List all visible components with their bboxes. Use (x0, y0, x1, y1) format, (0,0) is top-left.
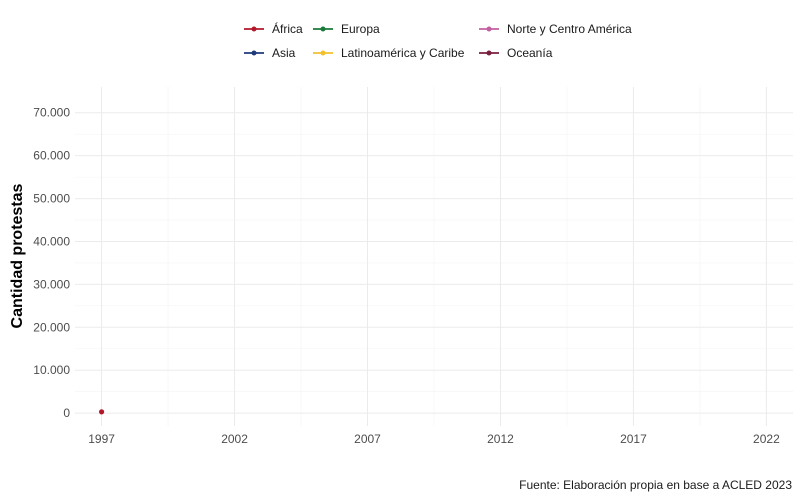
y-tick-label: 50.000 (33, 192, 70, 206)
legend-label: Europa (341, 22, 380, 36)
legend-label: Oceanía (507, 46, 553, 60)
x-tick-label: 2002 (221, 432, 248, 446)
y-tick-label: 0 (63, 406, 70, 420)
legend-item: África (244, 21, 303, 36)
legend-label: África (272, 21, 303, 36)
legend: África Asia Europa Latinoamérica y Caribe No… (244, 21, 632, 60)
series-layer (98, 409, 105, 415)
legend-item: Asia (244, 46, 296, 60)
legend-item: Latinoamérica y Caribe (313, 46, 465, 60)
y-tick-label: 30.000 (33, 277, 70, 291)
y-axis-ticks: 0 10.000 20.000 30.000 40.000 50.000 60.000 70.… (33, 106, 70, 420)
y-tick-label: 20.000 (33, 320, 70, 334)
legend-key-point (320, 26, 326, 32)
legend-item: Oceanía (479, 46, 553, 60)
legend-key-point (251, 26, 257, 32)
legend-key-point (486, 26, 492, 32)
legend-key-point (251, 50, 257, 56)
y-axis-label: Cantidad protestas (9, 183, 26, 328)
legend-label: Latinoamérica y Caribe (341, 46, 465, 60)
legend-key-point (486, 50, 492, 56)
x-tick-label: 1997 (88, 432, 115, 446)
y-tick-label: 40.000 (33, 234, 70, 248)
x-axis-ticks: 1997 2002 2007 2012 2017 2022 (88, 432, 780, 446)
legend-label: Asia (272, 46, 296, 60)
legend-label: Norte y Centro América (507, 22, 632, 36)
x-tick-label: 2007 (354, 432, 381, 446)
y-tick-label: 10.000 (33, 363, 70, 377)
legend-item: Norte y Centro América (479, 22, 632, 36)
y-tick-label: 70.000 (33, 106, 70, 120)
x-tick-label: 2012 (487, 432, 514, 446)
chart-caption: Fuente: Elaboración propia en base a ACL… (519, 478, 792, 492)
legend-item: Europa (313, 22, 380, 36)
x-tick-label: 2017 (620, 432, 647, 446)
legend-key-point (320, 50, 326, 56)
data-point (98, 409, 105, 415)
grid-lines (75, 87, 793, 426)
y-tick-label: 60.000 (33, 149, 70, 163)
x-tick-label: 2022 (753, 432, 780, 446)
